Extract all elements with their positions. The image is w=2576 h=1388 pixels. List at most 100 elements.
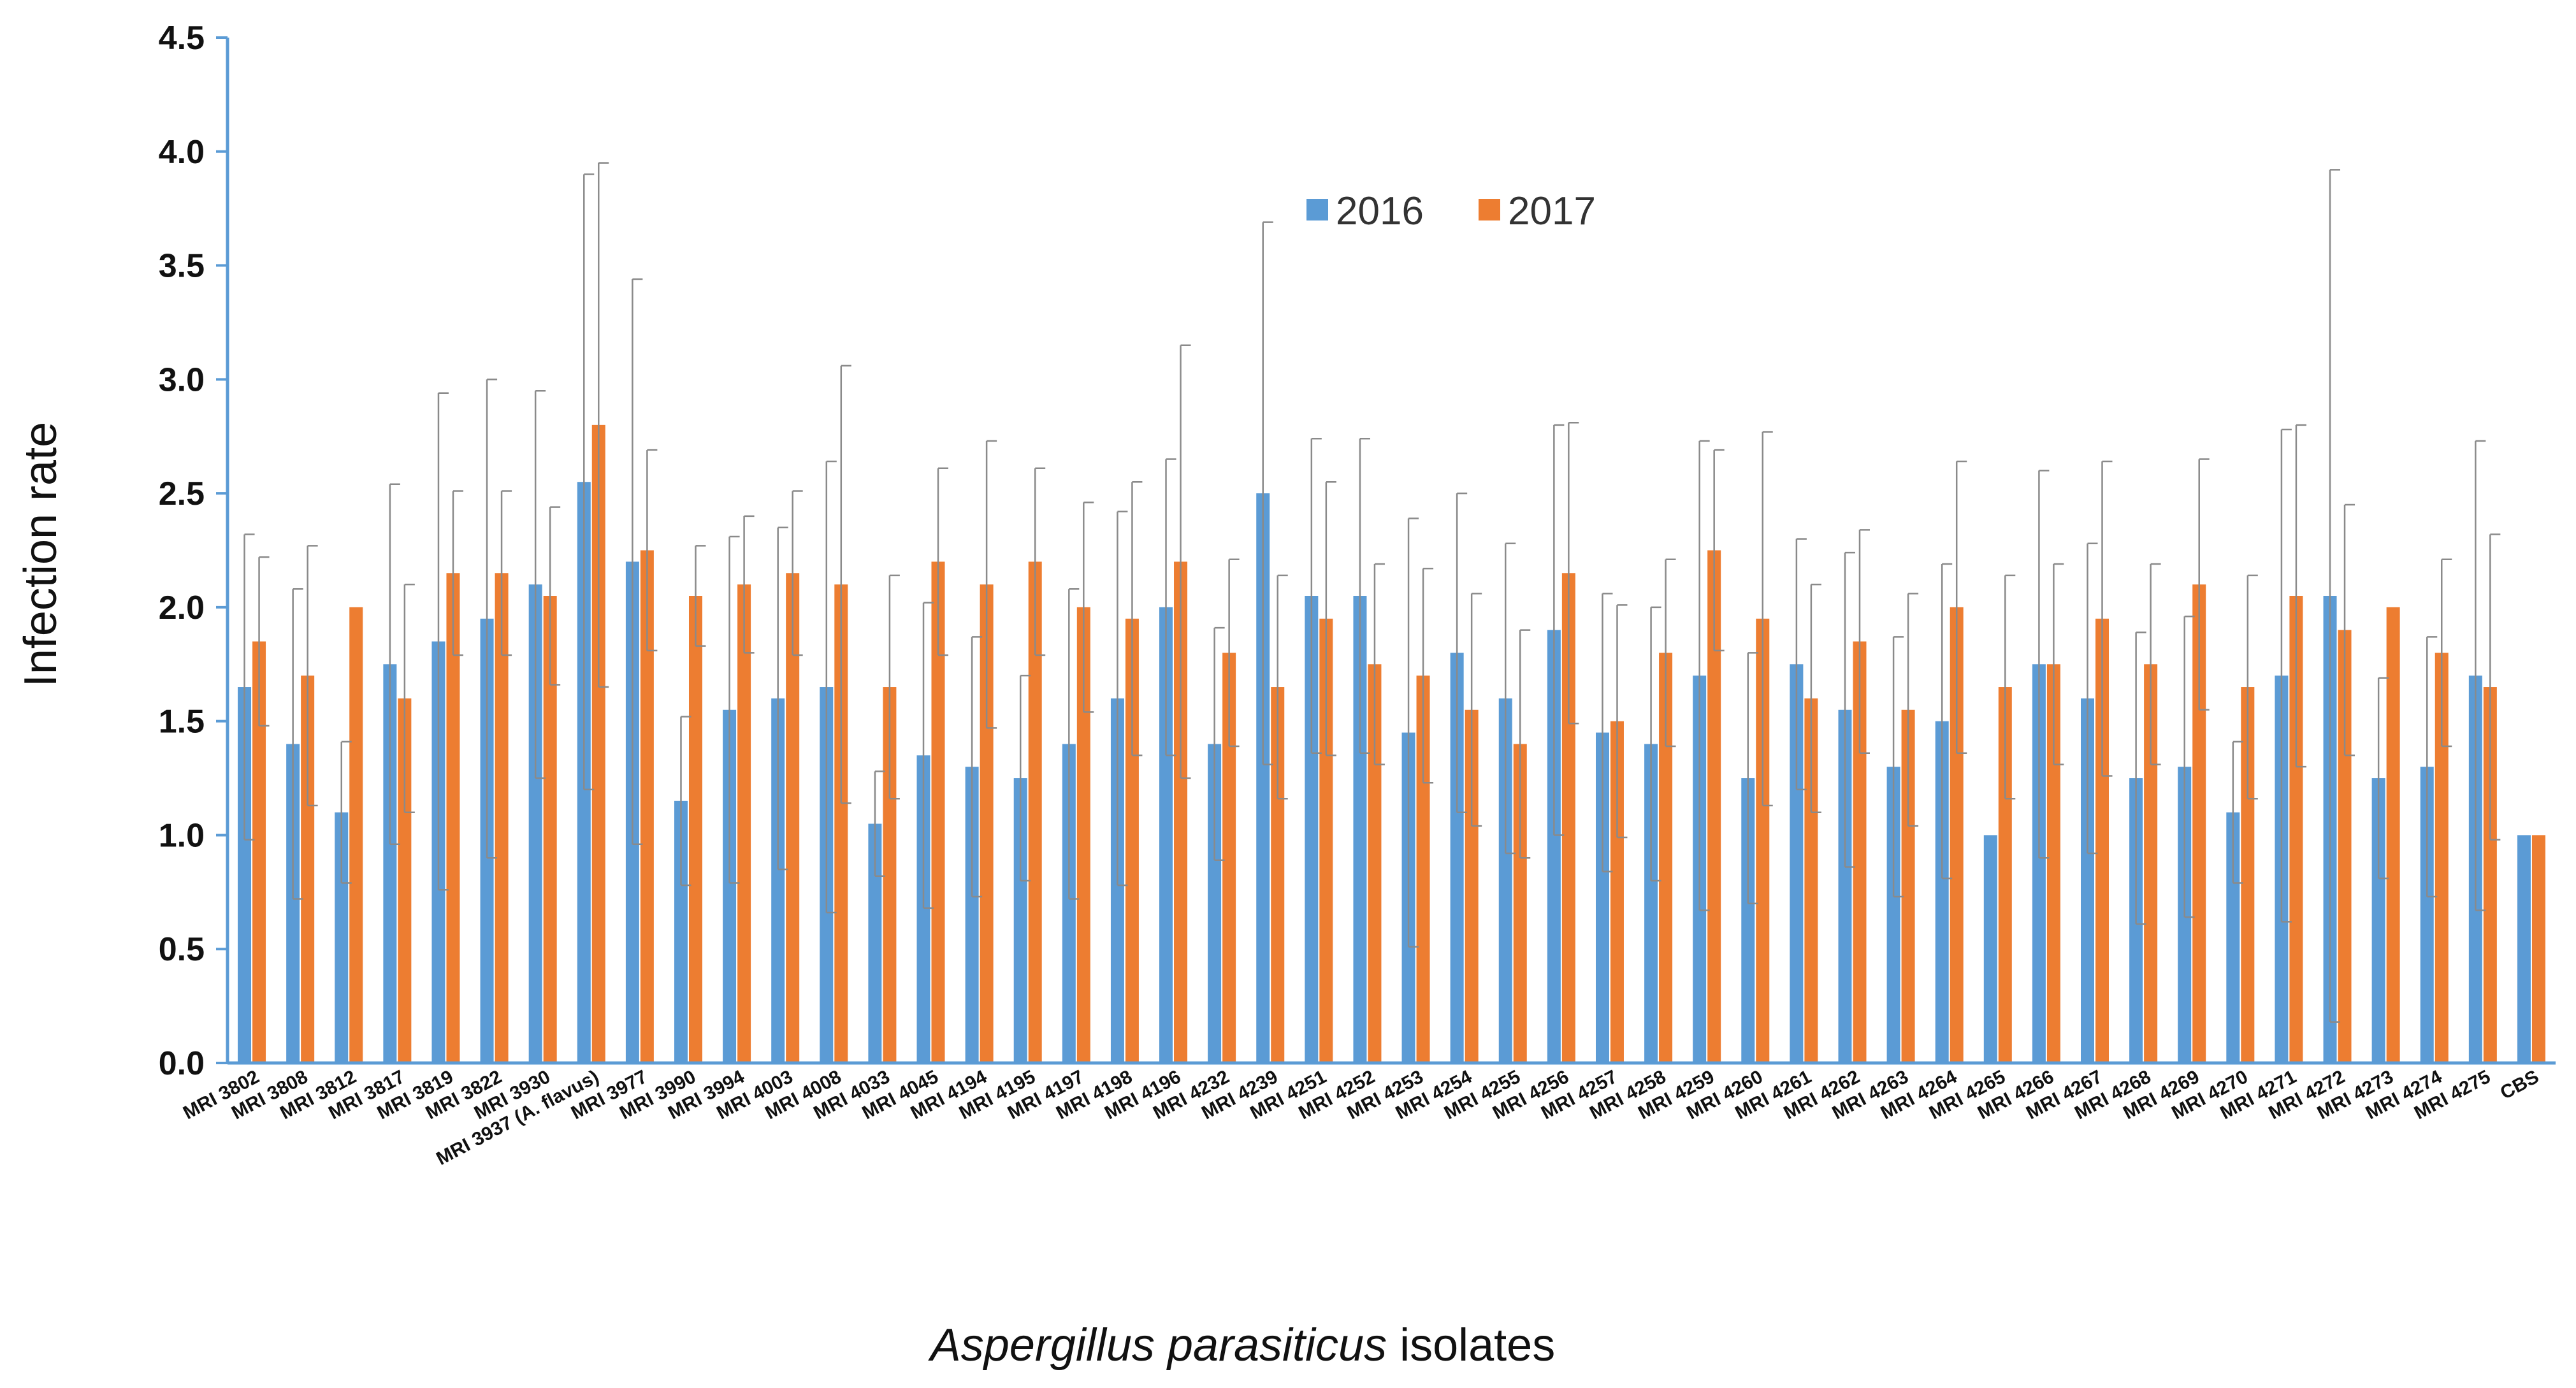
bar-2016-35 bbox=[1886, 767, 1900, 1063]
bar-2017-21 bbox=[1222, 653, 1236, 1063]
bar-2016-48 bbox=[2517, 835, 2531, 1063]
bar-2017-27 bbox=[1513, 744, 1527, 1063]
bar-2017-19 bbox=[1125, 618, 1139, 1063]
y-tick-label: 2.5 bbox=[159, 475, 205, 512]
x-axis-label: Aspergillus parasiticus isolates bbox=[928, 1320, 1555, 1371]
bar-2016-17 bbox=[1013, 778, 1027, 1063]
x-axis-label-italic: Aspergillus parasiticus bbox=[928, 1320, 1387, 1371]
bar-2017-47 bbox=[2483, 687, 2497, 1063]
y-tick-label: 3.5 bbox=[159, 248, 205, 285]
bar-2017-12 bbox=[786, 573, 800, 1063]
bar-2017-32 bbox=[1756, 618, 1770, 1063]
legend: 2016 2017 bbox=[1306, 189, 1596, 233]
bar-2016-2 bbox=[286, 744, 300, 1063]
legend-label-2017: 2017 bbox=[1508, 189, 1596, 233]
bar-2017-43 bbox=[2289, 596, 2303, 1063]
bar-2017-9 bbox=[640, 550, 654, 1063]
bar-2017-42 bbox=[2241, 687, 2255, 1063]
bar-2017-3 bbox=[349, 607, 363, 1063]
bar-2017-10 bbox=[688, 596, 702, 1063]
bar-2016-14 bbox=[868, 823, 882, 1063]
y-tick-label: 0.0 bbox=[159, 1045, 205, 1082]
bar-2016-22 bbox=[1256, 493, 1270, 1063]
bar-2017-8 bbox=[591, 424, 605, 1063]
bar-2017-2 bbox=[301, 676, 315, 1063]
bar-2016-27 bbox=[1498, 698, 1512, 1063]
bar-2016-33 bbox=[1790, 664, 1804, 1063]
y-tick-labels: 0.0 0.5 1.0 1.5 2.0 2.5 3.0 3.5 4.0 4.5 bbox=[159, 20, 205, 1082]
bar-2017-22 bbox=[1271, 687, 1285, 1063]
bar-2016-24 bbox=[1353, 596, 1367, 1063]
bar-2016-20 bbox=[1159, 607, 1173, 1063]
y-tick-label: 1.5 bbox=[159, 704, 205, 741]
bar-2016-38 bbox=[2032, 664, 2046, 1063]
bar-2016-1 bbox=[238, 687, 252, 1063]
bar-2016-23 bbox=[1305, 596, 1319, 1063]
bar-2016-46 bbox=[2420, 767, 2434, 1063]
bar-2017-18 bbox=[1076, 607, 1090, 1063]
bar-2016-42 bbox=[2226, 812, 2240, 1063]
y-tick-label: 4.5 bbox=[159, 20, 205, 57]
bar-2016-15 bbox=[916, 755, 930, 1063]
bar-2017-34 bbox=[1853, 641, 1867, 1063]
bar-2017-30 bbox=[1659, 653, 1673, 1063]
bar-2016-12 bbox=[771, 698, 785, 1063]
bar-2017-6 bbox=[495, 573, 509, 1063]
bar-2017-14 bbox=[883, 687, 897, 1063]
bar-2017-20 bbox=[1174, 561, 1188, 1063]
bar-2017-23 bbox=[1319, 618, 1333, 1063]
legend-swatch-2016 bbox=[1306, 199, 1328, 220]
bar-2017-31 bbox=[1707, 550, 1721, 1063]
bar-2017-29 bbox=[1610, 721, 1624, 1063]
y-axis-label: Infection rate bbox=[15, 422, 66, 687]
bar-2016-16 bbox=[965, 767, 979, 1063]
bar-2016-11 bbox=[723, 709, 737, 1063]
bar-2017-36 bbox=[1950, 607, 1964, 1063]
bar-2017-5 bbox=[446, 573, 460, 1063]
bar-2016-7 bbox=[528, 584, 542, 1063]
bar-2016-34 bbox=[1838, 709, 1852, 1063]
bar-2016-28 bbox=[1547, 630, 1561, 1063]
bars-layer bbox=[238, 424, 2545, 1063]
bar-2017-13 bbox=[834, 584, 848, 1063]
bar-2016-18 bbox=[1062, 744, 1076, 1063]
bar-2017-11 bbox=[737, 584, 751, 1063]
legend-swatch-2017 bbox=[1479, 199, 1500, 220]
bar-2016-29 bbox=[1595, 732, 1609, 1063]
bar-2016-26 bbox=[1450, 653, 1464, 1063]
x-axis-label-rest: isolates bbox=[1387, 1320, 1555, 1371]
bar-2016-36 bbox=[1935, 721, 1949, 1063]
bar-2017-46 bbox=[2435, 653, 2449, 1063]
bar-2017-37 bbox=[1998, 687, 2012, 1063]
bar-2016-30 bbox=[1644, 744, 1658, 1063]
bar-2017-26 bbox=[1465, 709, 1479, 1063]
bar-2017-1 bbox=[252, 641, 266, 1063]
y-tick-label: 3.0 bbox=[159, 361, 205, 398]
bar-2016-45 bbox=[2371, 778, 2385, 1063]
bar-2016-10 bbox=[674, 800, 688, 1063]
bar-2016-37 bbox=[1983, 835, 1997, 1063]
bar-2017-7 bbox=[543, 596, 557, 1063]
bar-2017-33 bbox=[1804, 698, 1818, 1063]
bar-2017-48 bbox=[2531, 835, 2545, 1063]
bar-2017-39 bbox=[2095, 618, 2109, 1063]
bar-2016-3 bbox=[335, 812, 349, 1063]
bar-2016-39 bbox=[2081, 698, 2095, 1063]
error-bars-layer bbox=[243, 162, 2501, 1023]
bar-2016-21 bbox=[1208, 744, 1222, 1063]
y-tick-label: 4.0 bbox=[159, 134, 205, 171]
bar-2016-4 bbox=[383, 664, 397, 1063]
bar-2017-15 bbox=[931, 561, 945, 1063]
bar-2017-41 bbox=[2192, 584, 2206, 1063]
x-tick-label: CBS bbox=[2497, 1066, 2542, 1104]
y-tick-label: 1.0 bbox=[159, 817, 205, 854]
legend-label-2016: 2016 bbox=[1336, 189, 1424, 233]
bar-2017-25 bbox=[1416, 676, 1430, 1063]
y-tick-label: 0.5 bbox=[159, 931, 205, 968]
bar-2017-44 bbox=[2338, 630, 2352, 1063]
bar-2017-28 bbox=[1561, 573, 1575, 1063]
axes-layer bbox=[216, 36, 2556, 1065]
bar-2017-45 bbox=[2386, 607, 2400, 1063]
